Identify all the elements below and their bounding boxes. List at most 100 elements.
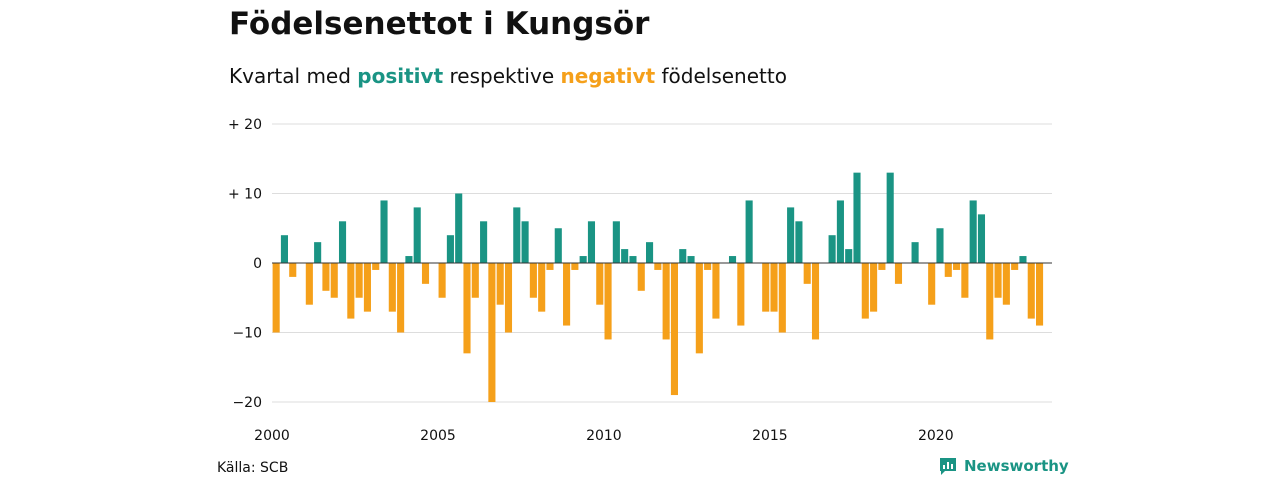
bar-negative — [347, 263, 355, 319]
bar-positive — [969, 200, 977, 263]
bar-negative — [504, 263, 513, 333]
bar-positive — [629, 256, 637, 263]
bar-positive — [911, 242, 919, 263]
bar-positive — [679, 249, 687, 263]
chart-title: Födelsenettot i Kungsör — [229, 6, 650, 42]
bar-positive — [795, 221, 803, 263]
bar-positive — [521, 221, 529, 263]
bar-positive — [554, 228, 562, 263]
bar-negative — [322, 263, 330, 291]
bar-negative — [894, 263, 903, 284]
bar-positive — [745, 200, 753, 263]
bar-negative — [305, 263, 313, 305]
bar-negative — [670, 263, 678, 396]
bar-negative — [637, 263, 645, 291]
y-tick-label: + 10 — [228, 187, 262, 203]
bar-negative — [330, 263, 338, 298]
bar-negative — [546, 263, 554, 270]
x-tick-label: 2015 — [752, 428, 788, 444]
bar-negative — [388, 263, 396, 312]
bar-negative — [994, 263, 1002, 298]
bar-positive — [787, 207, 795, 263]
bar-positive — [280, 235, 288, 263]
bar-negative — [1027, 263, 1035, 319]
bar-negative — [953, 263, 961, 270]
bar-positive — [446, 235, 454, 263]
x-tick-label: 2000 — [254, 428, 290, 444]
bar-positive — [612, 221, 620, 263]
bar-negative — [1011, 263, 1019, 270]
bar-positive — [845, 249, 853, 263]
bar-negative — [712, 263, 720, 319]
bar-positive — [728, 256, 737, 263]
bar-positive — [380, 200, 388, 263]
bar-negative — [986, 263, 994, 340]
bar-positive — [828, 235, 836, 263]
brand-name: Newsworthy — [964, 457, 1069, 475]
bar-negative — [397, 263, 405, 333]
brand-logo: Newsworthy — [938, 456, 1069, 476]
bar-positive — [977, 214, 986, 263]
bar-negative — [662, 263, 670, 340]
bar-positive — [687, 256, 695, 263]
bar-positive — [455, 193, 463, 263]
bar-negative — [604, 263, 612, 340]
bar-negative — [529, 263, 537, 298]
bar-positive — [853, 172, 861, 263]
bar-negative — [695, 263, 703, 354]
y-tick-label: 0 — [253, 256, 262, 272]
bar-positive — [587, 221, 596, 263]
bar-negative — [272, 263, 280, 333]
subtitle-positive-word: positivt — [357, 64, 444, 88]
y-tick-label: + 20 — [228, 117, 262, 133]
x-tick-label: 2005 — [420, 428, 456, 444]
newsworthy-icon — [940, 458, 956, 475]
bar-negative — [363, 263, 371, 312]
bar-negative — [1036, 263, 1044, 326]
bar-negative — [961, 263, 969, 298]
bar-positive — [936, 228, 944, 263]
bar-negative — [355, 263, 363, 298]
x-tick-label: 2010 — [586, 428, 622, 444]
bar-positive — [1019, 256, 1027, 263]
bar-negative — [571, 263, 579, 270]
bar-negative — [770, 263, 778, 312]
bar-negative — [438, 263, 446, 298]
bar-negative — [704, 263, 712, 270]
bar-negative — [563, 263, 571, 326]
subtitle-suffix: födelsenetto — [661, 64, 787, 88]
bar-negative — [944, 263, 952, 277]
bar-positive — [314, 242, 322, 263]
source-note: Källa: SCB — [217, 460, 289, 476]
bar-negative — [878, 263, 886, 270]
bar-negative — [596, 263, 604, 305]
bar-negative — [463, 263, 471, 354]
bar-positive — [886, 172, 894, 263]
bar-positive — [413, 207, 421, 263]
x-tick-label: 2020 — [918, 428, 954, 444]
bar-negative — [471, 263, 479, 298]
subtitle-middle: respektive — [449, 64, 555, 88]
bar-negative — [811, 263, 820, 340]
bar-negative — [488, 263, 496, 402]
y-tick-label: −20 — [232, 395, 262, 411]
bar-negative — [496, 263, 504, 305]
bar-negative — [289, 263, 297, 277]
bar-positive — [338, 221, 347, 263]
bar-negative — [778, 263, 786, 333]
bar-negative — [421, 263, 430, 284]
bar-negative — [372, 263, 380, 270]
bar-positive — [513, 207, 521, 263]
bar-negative — [762, 263, 770, 312]
y-tick-label: −10 — [232, 326, 262, 342]
bar-negative — [861, 263, 869, 319]
bar-positive — [836, 200, 844, 263]
bar-negative — [928, 263, 936, 305]
bar-positive — [480, 221, 488, 263]
bar-negative — [870, 263, 878, 312]
subtitle-prefix: Kvartal med — [229, 64, 351, 88]
subtitle-negative-word: negativt — [560, 64, 656, 88]
bar-positive — [405, 256, 413, 263]
bar-negative — [1002, 263, 1010, 305]
